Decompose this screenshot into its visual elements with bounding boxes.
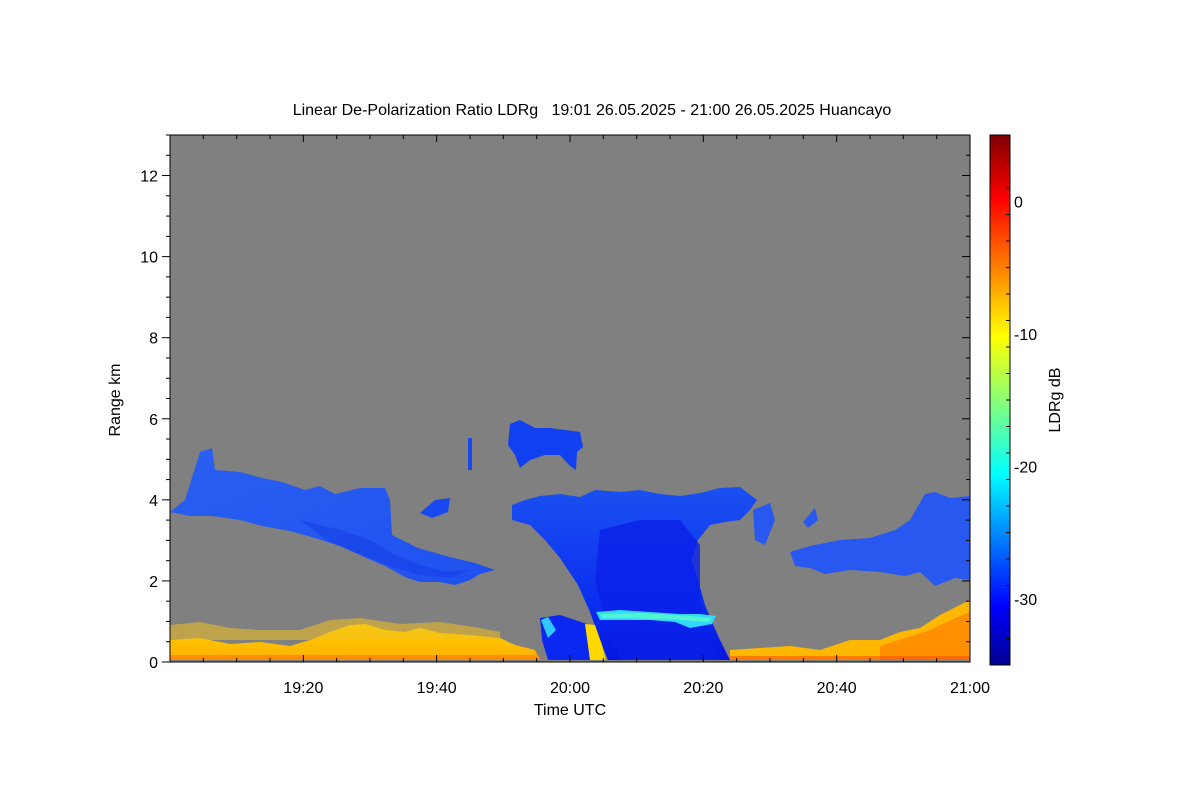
boundary-layer bbox=[170, 624, 540, 660]
y-axis-label: Range km bbox=[107, 364, 124, 437]
y-tick-label: 4 bbox=[149, 493, 158, 510]
colorbar-tick-label: -30 bbox=[1014, 592, 1037, 609]
surface-line bbox=[170, 655, 540, 660]
x-tick-label: 20:20 bbox=[683, 680, 723, 697]
y-tick-label: 2 bbox=[149, 574, 158, 591]
cloud-layer-upper-left bbox=[170, 448, 495, 585]
x-tick-label: 19:20 bbox=[283, 680, 323, 697]
cloud-layer-right bbox=[790, 492, 970, 586]
cloud-fragment-right-small bbox=[803, 508, 818, 528]
boundary-layer-sparse bbox=[170, 618, 500, 640]
plot-background bbox=[170, 135, 970, 662]
x-tick-label: 20:00 bbox=[550, 680, 590, 697]
x-axis-label: Time UTC bbox=[534, 702, 606, 719]
plot-area bbox=[170, 135, 970, 662]
y-tick-label: 6 bbox=[149, 412, 158, 429]
cloud-layer-upper-left-detail bbox=[300, 520, 470, 578]
y-tick-label: 12 bbox=[140, 169, 158, 186]
colorbar-tick-label: 0 bbox=[1014, 194, 1023, 211]
boundary-layer-right-hot bbox=[880, 612, 970, 660]
precipitation-column bbox=[540, 615, 600, 660]
chart-title: Linear De-Polarization Ratio LDRg 19:01 … bbox=[293, 102, 892, 119]
melting-layer-edge bbox=[600, 613, 712, 622]
x-tick-label: 21:00 bbox=[950, 680, 990, 697]
colorbar-label: LDRg dB bbox=[1047, 368, 1064, 433]
axes: 19:20 19:40 20:00 20:20 20:40 21:00 0 2 4 6 8 10 12 bbox=[140, 134, 990, 697]
y-tick-label: 0 bbox=[149, 655, 158, 672]
y-tick-label: 10 bbox=[140, 250, 158, 267]
precipitation-warm bbox=[585, 624, 606, 660]
colorbar-ticks: 0 -10 -20 -30 bbox=[1006, 134, 1037, 666]
precipitation-edge bbox=[541, 617, 556, 638]
cloud-fragment-mid bbox=[420, 498, 450, 518]
cloud-fragment-small bbox=[468, 438, 472, 470]
colorbar-tick-label: -10 bbox=[1014, 327, 1037, 344]
colorbar-tick-label: -20 bbox=[1014, 459, 1037, 476]
cloud-fragment-high bbox=[508, 420, 583, 470]
y-tick-label: 8 bbox=[149, 331, 158, 348]
surface-line-right bbox=[730, 656, 970, 660]
cloud-layer-right-fragment bbox=[753, 503, 775, 545]
x-tick-label: 20:40 bbox=[817, 680, 857, 697]
x-tick-label: 19:40 bbox=[417, 680, 457, 697]
